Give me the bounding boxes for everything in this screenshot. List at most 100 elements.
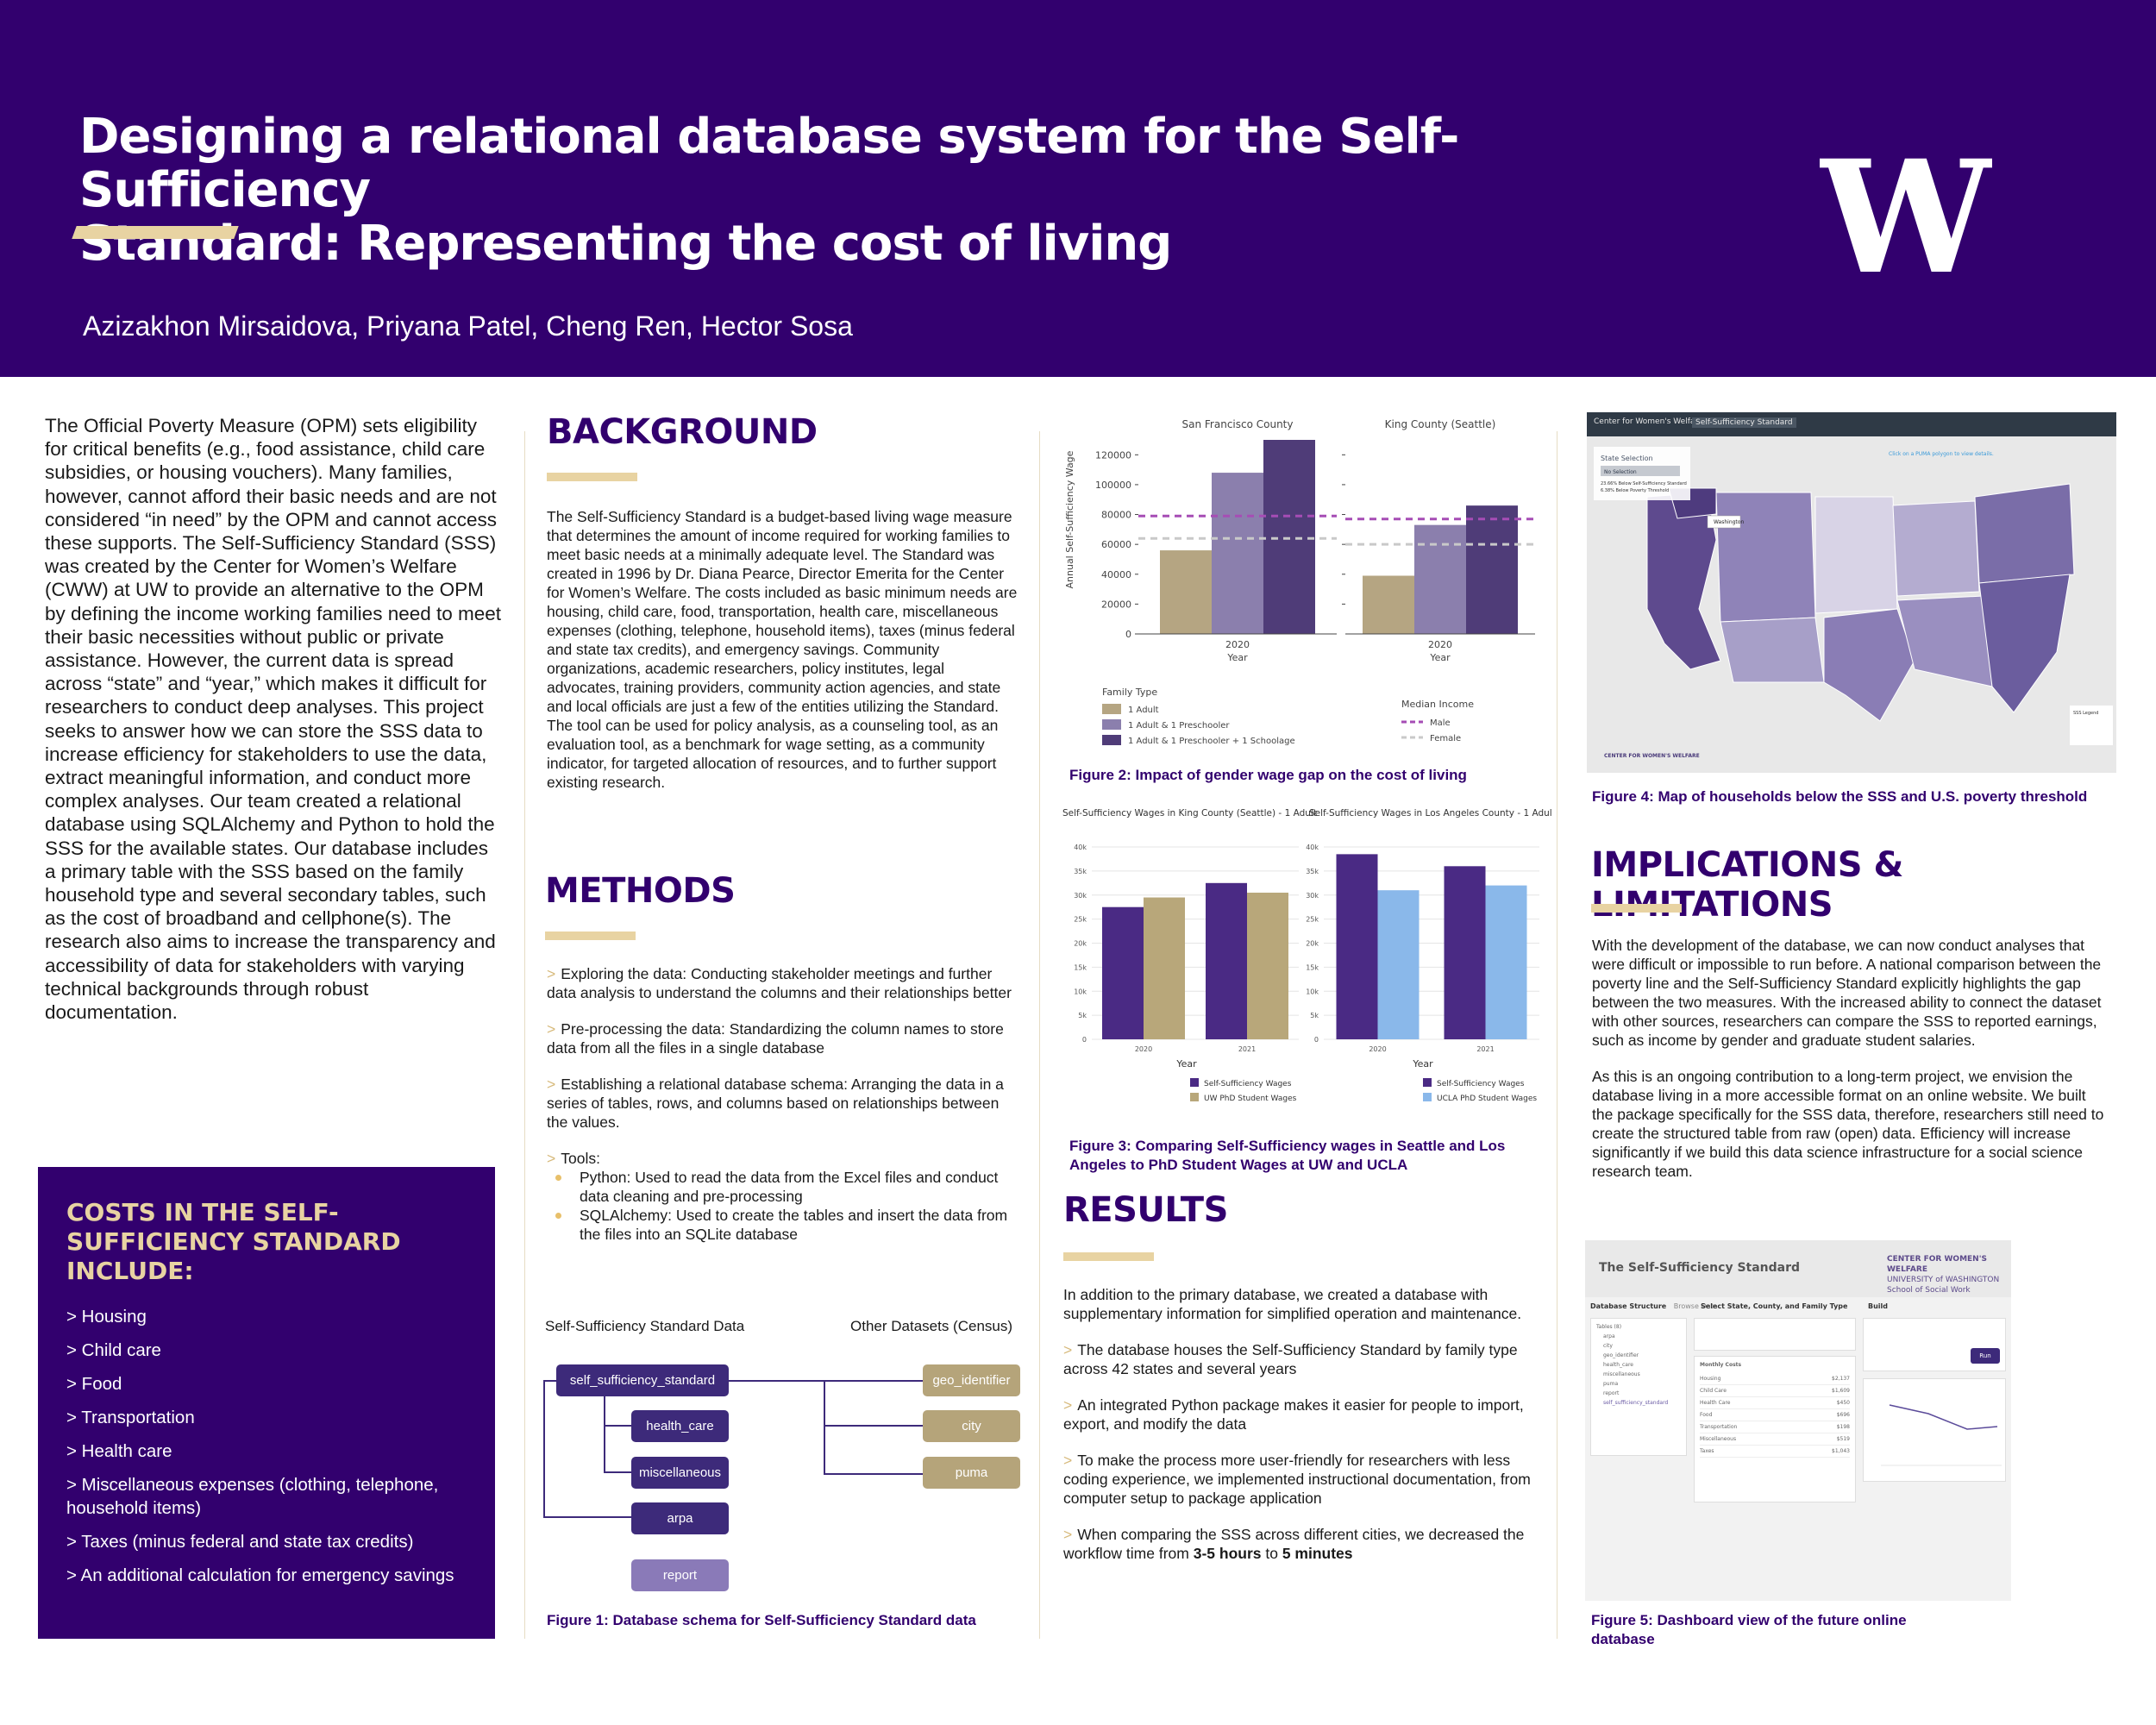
legend-label: 1 Adult & 1 Preschooler + 1 Schoolage — [1128, 737, 1295, 746]
y-tick-label: 35k — [1306, 868, 1319, 875]
select-label: Select State, County, and Family Type — [1701, 1302, 1848, 1310]
schema-node-report: report — [631, 1559, 729, 1591]
title-line-1: Designing a relational database system f… — [79, 109, 1459, 218]
map-region-southwest — [1720, 617, 1825, 683]
uw-logo: W — [1820, 155, 1992, 285]
tab-database-structure[interactable]: Database Structure — [1590, 1302, 1667, 1310]
chart-title: San Francisco County — [1182, 418, 1294, 430]
table-item[interactable]: city — [1603, 1343, 1613, 1349]
monthly-cost-row: Taxes $1,043 — [1700, 1446, 1850, 1458]
x-tick-label: 2020 — [1135, 1045, 1152, 1053]
x-axis-label: Year — [1412, 1058, 1433, 1070]
legend-swatch — [1102, 704, 1121, 714]
results-item: > When comparing the SSS across different… — [1063, 1526, 1525, 1562]
map-tab-cww[interactable]: Center for Women's Welfare (CWW) — [1594, 417, 1733, 426]
y-tick-label: 0 — [1314, 1036, 1319, 1044]
monthly-cost-value: $198 — [1836, 1424, 1850, 1430]
monthly-cost-value: $2,137 — [1832, 1376, 1850, 1382]
legend-label: 1 Adult & 1 Preschooler — [1128, 721, 1230, 731]
y-tick-label: 15k — [1306, 963, 1319, 971]
bar — [1377, 890, 1420, 1039]
costs-item: > Child care — [66, 1340, 161, 1360]
table-item[interactable]: report — [1603, 1390, 1620, 1396]
map-legend-title: SSS Legend — [2073, 711, 2098, 716]
x-axis-label: Year — [1226, 652, 1248, 663]
y-tick-label: 20k — [1306, 940, 1319, 948]
dashboard-trend-line — [1881, 1404, 2002, 1466]
results-item: > The database houses the Self-Sufficienc… — [1063, 1341, 1518, 1377]
y-tick-label: 120000 — [1095, 449, 1131, 461]
monthly-cost-row: Health Care $450 — [1700, 1397, 1850, 1409]
table-item[interactable]: self_sufficiency_standard — [1603, 1400, 1669, 1406]
dashboard-header: The Self-Sufficiency Standard CENTER FOR… — [1585, 1240, 2011, 1297]
table-item[interactable]: health_care — [1603, 1362, 1633, 1368]
results-list: In addition to the primary database, we … — [1063, 1285, 1542, 1563]
bullet-dot-icon — [555, 1175, 561, 1181]
table-item[interactable]: Tables (8) — [1596, 1324, 1622, 1330]
table-item[interactable]: puma — [1603, 1381, 1619, 1387]
figure3-caption-line-2: Angeles to PhD Student Wages at UW and U… — [1069, 1157, 1408, 1173]
schema-node-primary: self_sufficiency_standard — [556, 1364, 729, 1396]
monthly-cost-label: Child Care — [1700, 1388, 1727, 1394]
y-tick-label: 100000 — [1095, 480, 1131, 491]
y-tick-label: 40k — [1306, 844, 1319, 851]
bar — [1212, 473, 1263, 634]
methods-accent-bar — [545, 932, 636, 940]
map-region-texas — [1823, 608, 1915, 722]
bar — [1466, 505, 1518, 634]
y-tick-label: 25k — [1306, 916, 1319, 924]
monthly-cost-label: Food — [1700, 1412, 1713, 1418]
results-item: > To make the process more user-friendly … — [1063, 1452, 1531, 1507]
run-button[interactable]: Run — [1971, 1348, 2000, 1364]
figure5-dashboard: The Self-Sufficiency Standard CENTER FOR… — [1585, 1240, 2011, 1601]
tab-browse-data[interactable]: Browse Data — [1673, 1302, 1718, 1310]
figure3-caption-line-1: Figure 3: Comparing Self-Sufficiency wag… — [1069, 1138, 1506, 1154]
chevron-icon: > — [547, 1150, 556, 1167]
table-item[interactable]: miscellaneous — [1603, 1371, 1640, 1377]
bar — [1444, 866, 1486, 1039]
y-axis-label: Annual Self-Sufficiency Wage — [1064, 450, 1075, 588]
bullet-dot-icon — [555, 1213, 561, 1219]
chart-title: Self-Sufficiency Wages in Los Angeles Co… — [1309, 808, 1552, 819]
x-tick-label: 2020 — [1225, 639, 1250, 650]
y-tick-label: 5k — [1310, 1012, 1319, 1019]
monthly-cost-value: $696 — [1836, 1412, 1850, 1418]
costs-item: > Food — [66, 1374, 122, 1394]
implications-title: IMPLICATIONS & LIMITATIONS — [1591, 845, 1903, 925]
legend-swatch — [1190, 1078, 1199, 1087]
dashboard-build-panel: Run — [1863, 1318, 2006, 1371]
schema-connector — [543, 1380, 545, 1518]
schema-right-header: Other Datasets (Census) — [850, 1318, 1013, 1334]
chevron-icon: > — [1063, 1452, 1073, 1469]
legend-label: Self-Sufficiency Wages — [1204, 1080, 1292, 1088]
y-tick-label: 0 — [1125, 629, 1131, 640]
schema-connector — [604, 1425, 631, 1427]
table-item[interactable]: geo_identifier — [1603, 1352, 1639, 1358]
legend-label: UW PhD Student Wages — [1204, 1095, 1297, 1103]
figure3-caption: Figure 3: Comparing Self-Sufficiency wag… — [1069, 1137, 1505, 1175]
y-tick-label: 15k — [1074, 963, 1087, 971]
implications-p2: As this is an ongoing contribution to a … — [1592, 1068, 2104, 1180]
schema-connector — [543, 1380, 561, 1382]
us-map-svg: State Selection No Selection 23.66% Belo… — [1587, 436, 2116, 773]
background-accent-bar — [547, 473, 637, 481]
legend-title: Family Type — [1102, 687, 1157, 698]
x-axis-label: Year — [1429, 652, 1451, 663]
results-item: > An integrated Python package makes it e… — [1063, 1396, 1524, 1433]
map-legend — [2070, 706, 2113, 745]
map-stat-sss: 23.66% Below Self-Sufficiency Standard — [1601, 481, 1687, 486]
title-line-2: Standard: Representing the cost of livin… — [79, 216, 1172, 272]
monthly-cost-label: Health Care — [1700, 1400, 1731, 1406]
tool-item: SQLAlchemy: Used to create the tables an… — [547, 1206, 1019, 1244]
bar — [1144, 897, 1185, 1039]
figure5-caption-line-2: database — [1591, 1631, 1655, 1647]
y-tick-label: 35k — [1074, 868, 1087, 875]
costs-item: > Taxes (minus federal and state tax cre… — [66, 1532, 414, 1552]
map-tab-sss[interactable]: Self-Sufficiency Standard — [1692, 417, 1796, 428]
implications-text: With the development of the database, we… — [1592, 936, 2108, 1181]
legend-swatch — [1102, 735, 1121, 745]
table-item[interactable]: arpa — [1603, 1333, 1615, 1339]
figure3-chart: Self-Sufficiency Wages in King County (S… — [1062, 808, 1552, 1103]
authors: Azizakhon Mirsaidova, Priyana Patel, Che… — [83, 310, 853, 342]
build-label: Build — [1868, 1302, 1889, 1310]
